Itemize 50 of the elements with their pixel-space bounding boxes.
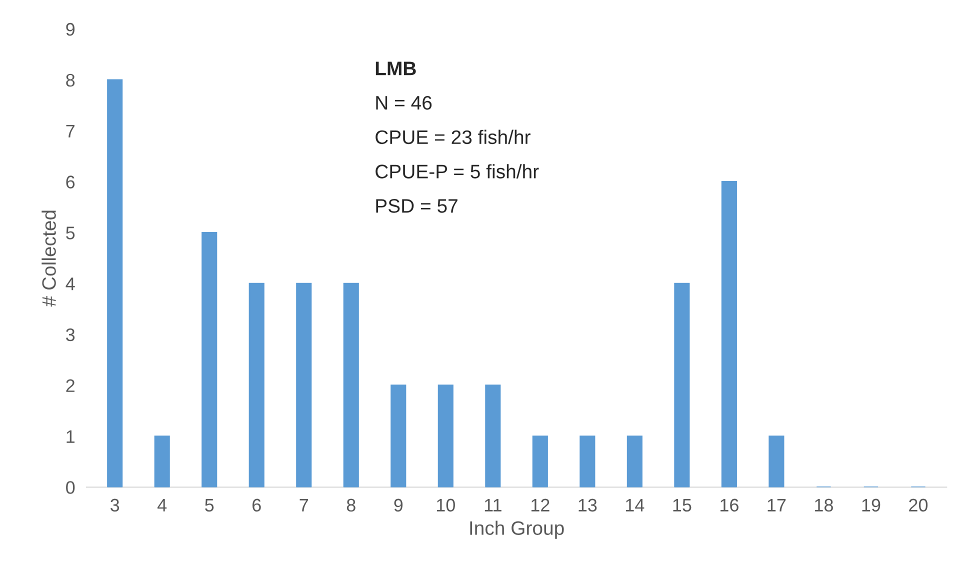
y-tick-label: 5 <box>66 226 75 240</box>
x-tick-label: 16 <box>720 498 738 512</box>
bar <box>107 79 123 488</box>
bar <box>721 181 737 488</box>
x-tick-label: 6 <box>252 498 261 512</box>
bar <box>296 282 312 488</box>
x-tick-label: 15 <box>673 498 692 512</box>
annotation: LMB <box>376 62 416 76</box>
bar <box>248 282 264 488</box>
bar <box>154 436 170 488</box>
bar <box>532 436 548 488</box>
annotation: CPUE = 23 fish/hr <box>376 130 530 144</box>
bar <box>768 436 784 488</box>
y-tick-label: 0 <box>66 481 75 494</box>
x-tick-label: 20 <box>909 498 928 512</box>
bar <box>485 384 501 488</box>
y-tick-label: 7 <box>66 124 74 138</box>
annotation: CPUE-P = 5 fish/hr <box>376 164 539 178</box>
y-tick-label: 8 <box>66 74 75 87</box>
bar <box>626 436 642 488</box>
x-tick-label: 5 <box>205 498 214 512</box>
y-tick-label: 6 <box>66 176 75 188</box>
y-tick-label: 3 <box>66 328 75 342</box>
y-axis-title: # Collected <box>42 210 56 307</box>
y-tick-label: 1 <box>66 430 74 443</box>
y-tick-label: 9 <box>66 22 75 36</box>
x-tick-label: 13 <box>578 498 597 512</box>
x-tick-label: 9 <box>394 498 403 512</box>
x-tick-label: 14 <box>626 498 644 512</box>
bar <box>674 282 690 488</box>
bar <box>202 232 218 488</box>
annotation: N = 46 <box>376 96 432 110</box>
y-tick-label: 2 <box>66 379 74 392</box>
x-tick-label: 8 <box>346 498 356 512</box>
bar <box>390 384 406 488</box>
x-axis-title: Inch Group <box>470 520 564 539</box>
x-tick-label: 7 <box>300 498 308 512</box>
x-tick-label: 19 <box>862 498 880 512</box>
y-tick-label: 4 <box>66 278 75 290</box>
x-tick-label: 4 <box>157 498 167 512</box>
x-tick-label: 17 <box>768 498 786 512</box>
x-tick-label: 11 <box>484 498 502 512</box>
bar <box>343 282 359 488</box>
bar <box>580 436 596 488</box>
x-tick-label: 12 <box>532 498 550 512</box>
bar <box>438 384 454 488</box>
x-tick-label: 18 <box>815 498 833 512</box>
annotation: PSD = 57 <box>376 199 458 213</box>
x-tick-label: 10 <box>436 498 455 512</box>
x-tick-label: 3 <box>110 498 120 512</box>
